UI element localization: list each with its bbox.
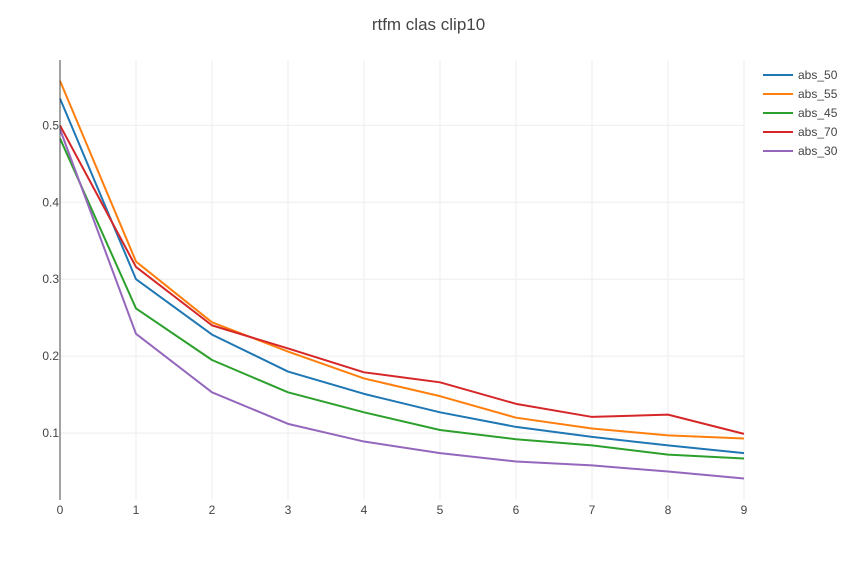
series-line-abs_70 — [59, 124, 745, 435]
series-line-abs_30 — [59, 128, 745, 480]
x-tick-label: 1 — [133, 503, 140, 517]
x-tick-label: 0 — [57, 503, 64, 517]
legend-item-abs_55[interactable]: abs_55 — [763, 87, 838, 101]
series-line-abs_45 — [59, 138, 745, 460]
legend-label: abs_30 — [798, 144, 838, 158]
x-tick-label: 5 — [437, 503, 444, 517]
legend[interactable]: abs_50 abs_55 abs_45 abs_70 abs_30 — [763, 68, 838, 158]
series-line-abs_50 — [59, 98, 745, 455]
axes: 0 1 2 3 4 5 6 7 8 9 0.1 0.2 0.3 0.4 0.5 — [42, 60, 748, 517]
legend-item-abs_50[interactable]: abs_50 — [763, 68, 838, 82]
series-lines — [59, 80, 745, 480]
legend-item-abs_45[interactable]: abs_45 — [763, 106, 838, 120]
grid — [60, 60, 745, 500]
x-tick-label: 6 — [513, 503, 520, 517]
legend-label: abs_50 — [798, 68, 838, 82]
y-tick-label: 0.3 — [42, 272, 59, 286]
legend-label: abs_45 — [798, 106, 838, 120]
x-tick-label: 3 — [285, 503, 292, 517]
x-tick-label: 2 — [209, 503, 216, 517]
y-tick-label: 0.5 — [42, 118, 59, 132]
x-tick-label: 8 — [665, 503, 672, 517]
legend-label: abs_55 — [798, 87, 838, 101]
y-tick-label: 0.4 — [42, 195, 59, 209]
legend-label: abs_70 — [798, 125, 838, 139]
series-line-abs_55 — [59, 80, 745, 440]
y-tick-label: 0.1 — [42, 426, 59, 440]
x-tick-label: 4 — [361, 503, 368, 517]
y-tick-label: 0.2 — [42, 349, 59, 363]
x-tick-label: 7 — [589, 503, 596, 517]
x-tick-label: 9 — [741, 503, 748, 517]
legend-item-abs_70[interactable]: abs_70 — [763, 125, 838, 139]
chart-title: rtfm clas clip10 — [372, 15, 485, 34]
legend-item-abs_30[interactable]: abs_30 — [763, 144, 838, 158]
